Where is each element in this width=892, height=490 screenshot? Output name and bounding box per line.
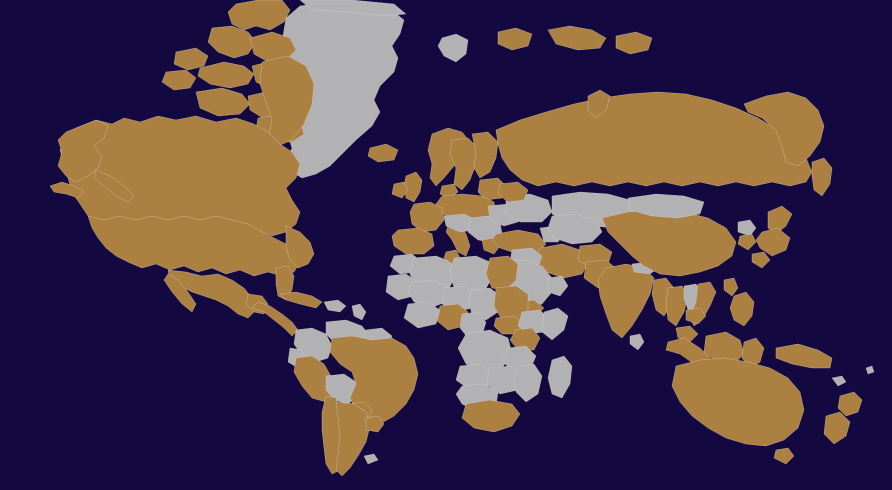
region-canada-arctic-3[interactable] (250, 32, 296, 62)
region-tasmania[interactable] (774, 448, 794, 464)
region-india[interactable] (598, 264, 654, 338)
region-australia[interactable] (672, 358, 804, 446)
region-turkey[interactable] (492, 230, 546, 254)
region-finland[interactable] (472, 132, 498, 178)
region-greenland-north[interactable] (300, 0, 406, 16)
region-chad[interactable] (468, 288, 500, 320)
region-japan-honshu[interactable] (756, 228, 790, 256)
region-falklands[interactable] (364, 454, 378, 464)
region-mali[interactable] (408, 280, 448, 308)
region-egypt[interactable] (486, 256, 518, 290)
region-russia-far-east[interactable] (744, 92, 824, 166)
region-arctic-islands-ru[interactable] (498, 28, 532, 50)
region-france[interactable] (410, 202, 444, 232)
region-brazil[interactable] (330, 336, 418, 424)
region-spain-portugal[interactable] (392, 228, 434, 254)
region-severnaya-zemlya[interactable] (616, 32, 652, 54)
region-kamchatka[interactable] (812, 158, 832, 196)
region-japan-kyushu[interactable] (752, 252, 770, 268)
region-canada-arctic-5[interactable] (198, 62, 254, 88)
region-arctic-islands-ru-2[interactable] (548, 26, 606, 50)
region-iceland[interactable] (368, 144, 398, 162)
region-oman[interactable] (548, 276, 568, 296)
region-russia[interactable] (496, 92, 812, 186)
region-ghana-ivory[interactable] (404, 302, 440, 328)
region-canada-arctic-2[interactable] (208, 26, 256, 58)
region-canada-arctic-8[interactable] (196, 88, 250, 116)
region-cambodia[interactable] (686, 308, 706, 324)
region-central-asia-stans[interactable] (548, 214, 602, 244)
region-japan[interactable] (768, 206, 792, 234)
region-canada-baffin[interactable] (260, 56, 314, 146)
region-lesser-antilles[interactable] (352, 304, 366, 320)
land-layer (50, 0, 874, 476)
region-argentina[interactable] (336, 402, 370, 476)
region-north-korea[interactable] (738, 220, 756, 236)
region-uruguay[interactable] (366, 416, 384, 432)
region-svalbard[interactable] (438, 34, 468, 62)
region-central-america[interactable] (252, 302, 298, 336)
region-ukraine[interactable] (506, 194, 552, 222)
region-hispaniola[interactable] (324, 300, 346, 312)
region-canada-arctic-4[interactable] (174, 48, 208, 70)
region-fiji-islands[interactable] (866, 366, 874, 374)
region-south-africa[interactable] (462, 400, 520, 432)
region-ireland[interactable] (392, 182, 408, 198)
region-sweden[interactable] (450, 138, 478, 190)
region-new-caledonia[interactable] (832, 376, 846, 386)
region-new-zealand-north[interactable] (838, 392, 862, 416)
region-mexico-baja[interactable] (164, 274, 196, 312)
region-alaska[interactable] (58, 120, 108, 182)
region-cuba[interactable] (280, 292, 322, 308)
region-mexico[interactable] (168, 270, 256, 318)
region-kenya[interactable] (510, 328, 540, 350)
region-south-korea[interactable] (738, 234, 756, 250)
region-thailand[interactable] (666, 286, 688, 326)
region-malaysia[interactable] (676, 326, 698, 342)
region-mozambique[interactable] (514, 364, 542, 402)
region-usa-east-coast[interactable] (286, 226, 314, 268)
region-canada-arctic-7[interactable] (162, 70, 196, 90)
region-angola[interactable] (456, 364, 492, 390)
region-papua-new-guinea[interactable] (776, 344, 832, 368)
region-philippines[interactable] (730, 292, 754, 326)
region-somalia[interactable] (542, 308, 568, 340)
region-united-kingdom[interactable] (404, 172, 422, 202)
region-borneo[interactable] (704, 332, 744, 364)
region-madagascar[interactable] (548, 356, 572, 398)
region-aleutians[interactable] (50, 182, 84, 198)
region-sulawesi[interactable] (742, 338, 764, 368)
region-taiwan[interactable] (724, 278, 738, 296)
region-alaska-panhandle[interactable] (94, 170, 134, 202)
region-canada-mainland[interactable] (60, 116, 300, 236)
region-novaya-zemlya[interactable] (588, 90, 610, 118)
region-new-zealand-south[interactable] (824, 412, 850, 444)
region-belarus[interactable] (498, 182, 528, 202)
region-sri-lanka[interactable] (630, 334, 644, 350)
region-canada-arctic-1[interactable] (228, 0, 290, 30)
region-mongolia[interactable] (628, 194, 704, 218)
